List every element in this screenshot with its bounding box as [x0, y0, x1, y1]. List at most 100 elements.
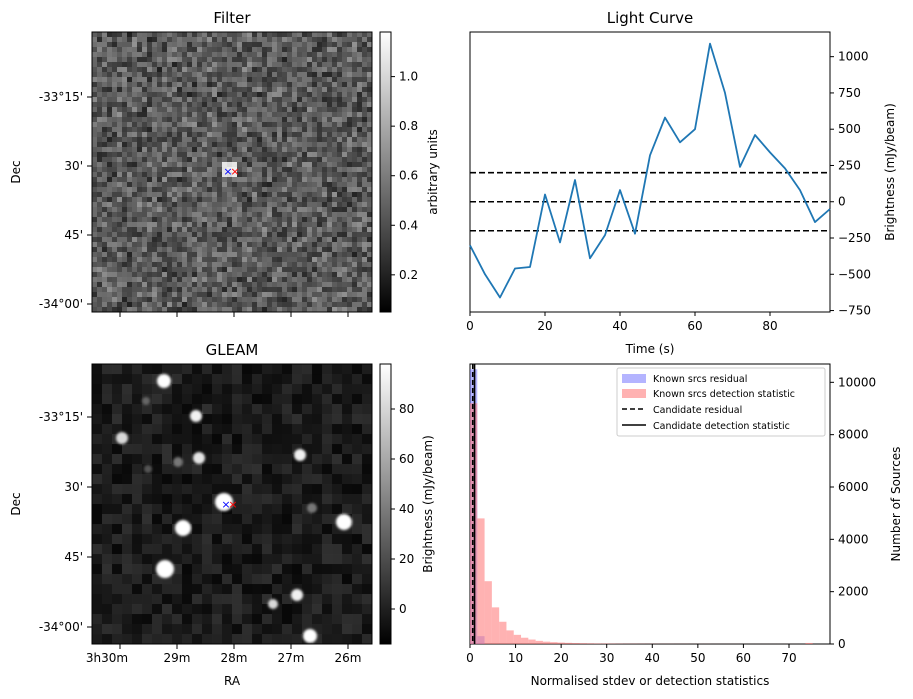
filter-pixel	[362, 127, 368, 133]
filter-pixel	[367, 217, 372, 223]
filter-pixel	[247, 227, 253, 233]
filter-pixel	[152, 127, 158, 133]
filter-pixel	[357, 72, 363, 78]
filter-pixel	[192, 227, 198, 233]
filter-pixel	[202, 202, 208, 208]
gleam-noise-cell	[92, 384, 103, 395]
gleam-noise-cell	[262, 634, 273, 644]
filter-pixel	[202, 212, 208, 218]
filter-pixel	[277, 297, 283, 303]
filter-pixel	[267, 157, 273, 163]
filter-pixel	[282, 182, 288, 188]
filter-pixel	[262, 47, 268, 53]
filter-pixel	[122, 117, 128, 123]
filter-pixel	[197, 132, 203, 138]
filter-pixel	[217, 227, 223, 233]
filter-pixel	[197, 107, 203, 113]
gleam-noise-cell	[262, 604, 273, 615]
filter-pixel	[357, 97, 363, 103]
filter-pixel	[302, 132, 308, 138]
gleam-noise-cell	[322, 394, 333, 405]
filter-pixel	[262, 37, 268, 43]
gleam-noise-cell	[352, 604, 363, 615]
filter-pixel	[212, 247, 218, 253]
filter-pixel	[187, 237, 193, 243]
filter-pixel	[177, 267, 183, 273]
filter-pixel	[337, 292, 343, 298]
gleam-noise-cell	[92, 464, 103, 475]
gleam-noise-cell	[202, 544, 213, 555]
gleam-noise-cell	[222, 564, 233, 575]
gleam-noise-cell	[252, 404, 263, 415]
filter-pixel	[297, 57, 303, 63]
filter-pixel	[292, 132, 298, 138]
filter-pixel	[207, 182, 213, 188]
filter-pixel	[367, 137, 372, 143]
filter-pixel	[217, 167, 223, 173]
gleam-noise-cell	[322, 494, 333, 505]
filter-pixel	[132, 247, 138, 253]
filter-pixel	[302, 267, 308, 273]
filter-colorbar-tick-label: 0.6	[399, 169, 418, 183]
gleam-noise-cell	[152, 414, 163, 425]
filter-pixel	[347, 152, 353, 158]
filter-pixel	[252, 137, 258, 143]
gleam-ra-tick-label: 26m	[335, 651, 362, 665]
filter-pixel	[232, 117, 238, 123]
filter-pixel	[182, 212, 188, 218]
filter-pixel	[367, 107, 372, 113]
filter-pixel	[257, 172, 263, 178]
filter-pixel	[152, 307, 158, 312]
filter-pixel	[197, 42, 203, 48]
gleam-noise-cell	[112, 504, 123, 515]
gleam-noise-cell	[352, 464, 363, 475]
filter-pixel	[287, 182, 293, 188]
gleam-noise-cell	[92, 404, 103, 415]
filter-pixel	[302, 237, 308, 243]
gleam-noise-cell	[352, 474, 363, 485]
filter-pixel	[137, 112, 143, 118]
filter-pixel	[232, 242, 238, 248]
gleam-noise-cell	[102, 484, 113, 495]
filter-pixel	[277, 287, 283, 293]
filter-pixel	[187, 167, 193, 173]
gleam-noise-cell	[162, 434, 173, 445]
filter-pixel	[237, 112, 243, 118]
filter-pixel	[317, 182, 323, 188]
filter-pixel	[237, 82, 243, 88]
filter-pixel	[367, 47, 372, 53]
filter-pixel	[342, 82, 348, 88]
filter-pixel	[262, 197, 268, 203]
filter-pixel	[117, 162, 123, 168]
filter-pixel	[172, 152, 178, 158]
filter-pixel	[182, 282, 188, 288]
gleam-noise-cell	[352, 514, 363, 525]
gleam-noise-cell	[252, 624, 263, 635]
gleam-noise-cell	[162, 384, 173, 395]
filter-pixel	[272, 67, 278, 73]
filter-pixel	[267, 257, 273, 263]
gleam-noise-cell	[142, 414, 153, 425]
filter-pixel	[167, 127, 173, 133]
filter-pixel	[302, 52, 308, 58]
filter-pixel	[272, 237, 278, 243]
filter-pixel	[327, 132, 333, 138]
filter-pixel	[322, 82, 328, 88]
gleam-noise-cell	[92, 474, 103, 485]
filter-pixel	[97, 77, 103, 83]
filter-pixel	[357, 222, 363, 228]
filter-pixel	[272, 142, 278, 148]
filter-pixel	[187, 92, 193, 98]
gleam-noise-cell	[192, 524, 203, 535]
filter-pixel	[322, 162, 328, 168]
gleam-dec-tick-label: 30'	[64, 480, 83, 494]
filter-pixel	[232, 262, 238, 268]
gleam-noise-cell	[312, 604, 323, 615]
filter-pixel	[112, 232, 118, 238]
filter-pixel	[242, 152, 248, 158]
filter-pixel	[322, 152, 328, 158]
filter-pixel	[232, 37, 238, 43]
filter-pixel	[182, 307, 188, 312]
filter-pixel	[292, 167, 298, 173]
filter-pixel	[352, 297, 358, 303]
